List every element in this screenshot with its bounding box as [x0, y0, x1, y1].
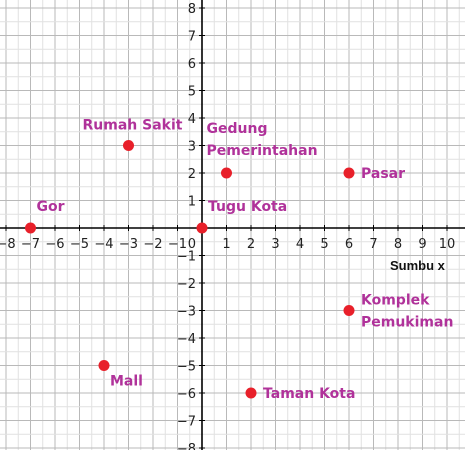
point-label-line: Pasar	[361, 166, 405, 182]
y-tick-label: 4	[188, 112, 196, 127]
x-tick-label: −3	[119, 237, 138, 252]
data-point	[196, 222, 208, 234]
x-tick-label: −4	[94, 237, 113, 252]
point-label-line: Gor	[37, 199, 65, 215]
y-tick-label: 3	[188, 140, 196, 155]
x-tick-label: 8	[394, 237, 402, 252]
point-label: Mall	[110, 374, 143, 390]
x-tick-label: 1	[222, 237, 230, 252]
x-tick-label: 3	[271, 237, 279, 252]
y-tick-label: −4	[177, 332, 196, 347]
x-tick-label: 6	[345, 237, 353, 252]
data-point	[343, 305, 355, 316]
y-tick-label: −7	[177, 415, 196, 430]
y-tick-label: 6	[188, 57, 196, 72]
y-tick-label: 5	[188, 85, 196, 100]
point-label: Komplek Pemukiman	[361, 293, 453, 331]
y-tick-label: −5	[177, 360, 196, 375]
x-axis-title: Sumbu x	[390, 258, 446, 273]
x-tick-label: 5	[320, 237, 328, 252]
y-tick-label: 1	[188, 195, 196, 210]
point-label: Gor	[37, 199, 65, 215]
point-label: Gedung Pemerintahan	[207, 121, 318, 159]
y-tick-label: 2	[188, 167, 196, 182]
data-point	[221, 167, 232, 179]
y-tick-label: −2	[177, 277, 196, 292]
x-tick-label: 4	[296, 237, 304, 252]
point-label: Pasar	[361, 166, 405, 182]
x-tick-label: −6	[45, 237, 64, 252]
point-label-line: Pemukiman	[361, 315, 453, 331]
tick-labels: −8 −7 −6 −5 −4 −3 −2 −1 1 2 3 4 5 6 7 8 9 1087654321−1−2−…	[0, 2, 455, 450]
data-point	[343, 167, 355, 179]
origin-label: 0	[188, 237, 196, 252]
point-label-line: Mall	[110, 374, 143, 390]
y-tick-label: −3	[177, 305, 196, 320]
x-tick-label: 2	[247, 237, 255, 252]
y-tick-label: 7	[188, 30, 196, 45]
x-tick-label: −1	[168, 237, 187, 252]
y-tick-label: −1	[177, 250, 196, 265]
y-tick-label: −6	[177, 387, 196, 402]
x-tick-label: 10	[439, 237, 456, 252]
data-point	[25, 222, 36, 234]
point-label-line: Komplek	[361, 293, 430, 309]
point-label-line: Pemerintahan	[207, 143, 318, 159]
y-tick-label: −8	[177, 442, 196, 450]
data-point	[123, 140, 134, 151]
x-tick-label: −8	[0, 237, 16, 252]
point-label-line: Gedung	[207, 121, 268, 137]
data-point	[245, 387, 257, 399]
point-label-line: Tugu Kota	[208, 199, 287, 215]
x-tick-label: −7	[21, 237, 40, 252]
point-label-line: Taman Kota	[263, 386, 355, 402]
point-label: Taman Kota	[263, 386, 355, 402]
x-tick-label: 7	[369, 237, 377, 252]
data-point	[98, 360, 110, 371]
point-label: Tugu Kota	[208, 199, 287, 215]
x-tick-label: −5	[70, 237, 89, 252]
x-tick-label: −2	[143, 237, 162, 252]
data-points: Rumah Sakit Gedung Pemerintahan Pasar Gor Tug…	[25, 118, 453, 402]
point-label-line: Rumah Sakit	[83, 118, 183, 134]
y-tick-label: 8	[188, 2, 196, 17]
x-tick-label: 9	[418, 237, 426, 252]
point-label: Rumah Sakit	[83, 118, 183, 134]
